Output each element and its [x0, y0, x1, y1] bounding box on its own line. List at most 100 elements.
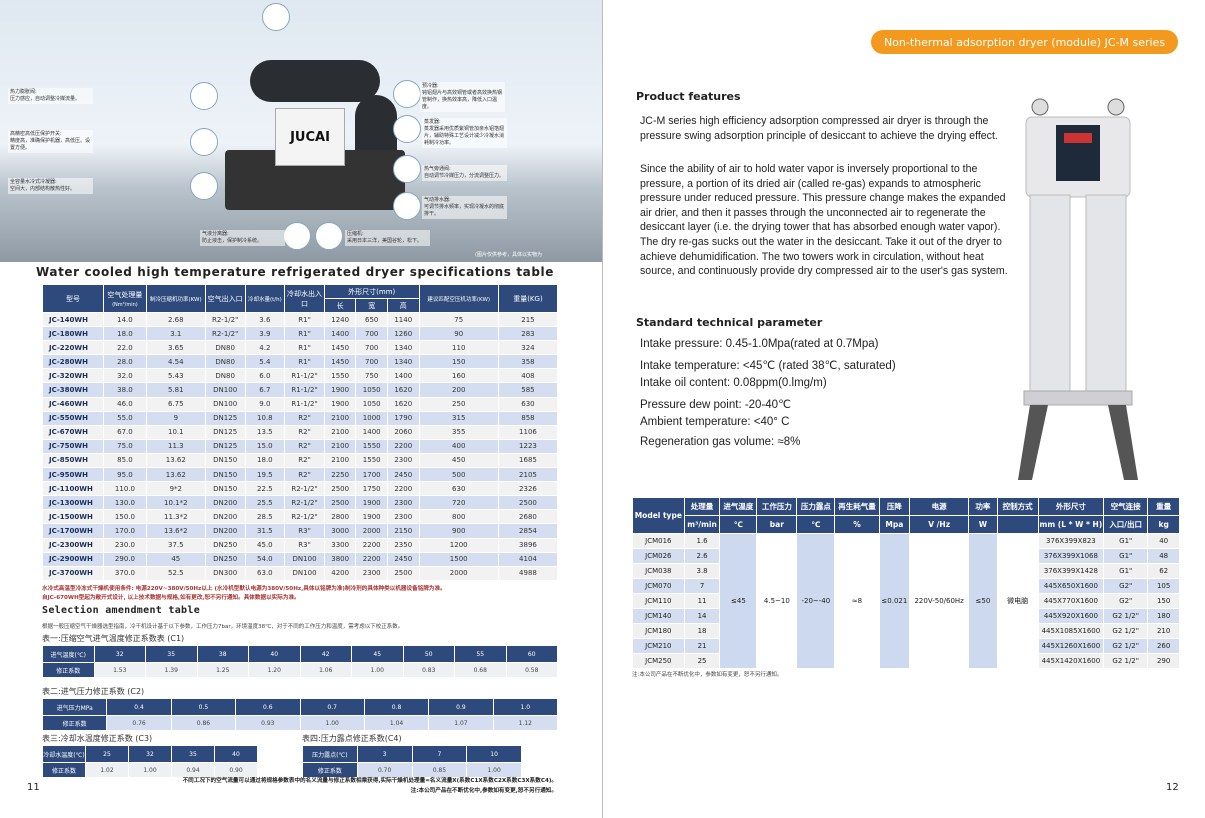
table-row: JCM180 18 445X1085X1600 G2 1/2" 210 — [632, 623, 1180, 639]
col-unit: 入口/出口 — [1103, 515, 1149, 534]
spec-cell: 355 — [418, 424, 499, 440]
drain-icon — [393, 192, 421, 220]
col-unit — [996, 515, 1039, 534]
header-cell: 32 — [128, 745, 172, 763]
spec-cell: 3.65 — [145, 340, 206, 356]
spec-row: JC-670WH 67.0 10.1 DN125 13.5 R2" 2100 1400 2060… — [41, 424, 559, 440]
spec-cell: JC-1300WH — [41, 495, 105, 511]
spec-cell: 2060 — [386, 424, 420, 440]
features-title: Product features — [636, 90, 741, 103]
switch-icon — [190, 128, 218, 156]
table-cell: G2 1/2" — [1103, 653, 1149, 669]
header-cell: 10 — [466, 745, 522, 763]
spec-row: JC-380WH 38.0 5.81 DN100 6.7 R1-1/2" 1900 1050 1… — [41, 382, 559, 398]
header-cell: 0.6 — [235, 698, 301, 716]
value-cell: 0.83 — [402, 662, 455, 678]
header-cell: 50 — [402, 645, 455, 663]
table-cell: 376X399X1068 — [1037, 548, 1105, 564]
table-cell: 210 — [1147, 623, 1180, 639]
table-cell: 445X1085X1600 — [1037, 623, 1105, 639]
spec-cell: 1200 — [418, 537, 499, 553]
col-unit: bar — [756, 515, 798, 534]
spec-cell: 630 — [497, 396, 559, 412]
row-label: 修正系数 — [42, 662, 95, 678]
spec-cell: 3000 — [323, 523, 357, 539]
spec-row: JC-950WH 95.0 13.62 DN150 19.5 R2" 2250 1700 245… — [41, 467, 559, 483]
col-port: 空气出入口 — [204, 284, 246, 313]
shared-cell: ≈8 — [834, 533, 880, 669]
spec-cell: 3300 — [323, 537, 357, 553]
col-unit: V /Hz — [909, 515, 970, 534]
header-cell: 35 — [171, 745, 215, 763]
table-row: JCM140 14 445X920X1600 G2 1/2" 180 — [632, 608, 1180, 624]
spec-cell: R1" — [284, 311, 325, 328]
flow-cell: 2.6 — [683, 548, 721, 564]
value-cell: 1.07 — [428, 715, 494, 731]
col-water-port: 冷却水出入口 — [284, 284, 325, 313]
value-cell: 0.94 — [171, 762, 215, 778]
shared-cell: -20~-40 — [796, 533, 836, 669]
flow-cell: 18 — [683, 623, 721, 639]
table-cell: G2 1/2" — [1103, 608, 1149, 624]
spec-cell: 900 — [418, 523, 499, 539]
model-cell: JCM070 — [632, 578, 685, 594]
spec-cell: 1550 — [323, 368, 357, 384]
header-cell: 55 — [454, 645, 507, 663]
spec-cell: 2300 — [386, 509, 420, 525]
correction-table-c2: 进气压力MPa 0.4 0.5 0.6 0.7 0.8 0.9 1.0 修正系数 0.76 0.86… — [41, 698, 559, 731]
spec-cell: 1750 — [355, 481, 388, 497]
spec-cell: 324 — [497, 340, 559, 356]
spec-cell: DN300 — [204, 565, 246, 581]
spec-cell: DN80 — [204, 354, 246, 370]
correction-table-c1: 进气温度(℃) 32 35 38 40 42 45 50 55 60 修正系数 1.53 1.39 1.2… — [42, 645, 558, 678]
flow-cell: 11 — [683, 593, 721, 609]
header-cell: 60 — [505, 645, 558, 663]
spec-cell: 5.4 — [244, 354, 286, 370]
spec-cell: 52.5 — [145, 565, 206, 581]
col-compressor: 建议匹配空压机功率(KW) — [418, 284, 499, 313]
param-line: Pressure dew point: -20-40℃ — [640, 398, 791, 411]
value-cell: 0.86 — [170, 715, 237, 731]
table-cell: 376X399X1428 — [1037, 563, 1105, 579]
spec-cell: 2200 — [355, 551, 388, 567]
spec-cell: JC-850WH — [41, 452, 105, 469]
model-cell: JCM250 — [632, 653, 685, 669]
spec-cell: 90 — [418, 326, 499, 342]
spec-cell: 2854 — [497, 523, 559, 539]
spec-cell: 2100 — [323, 438, 357, 454]
brand-logo: JUCAI — [275, 108, 345, 166]
spec-cell: 3.1 — [145, 326, 206, 342]
row-label: 冷却水温度(℃) — [42, 745, 86, 763]
spec-cell: 2000 — [355, 523, 388, 539]
spec-row: JC-1500WH 150.0 11.3*2 DN200 28.5 R2-1/2" 2800… — [41, 509, 559, 525]
header-cell: 42 — [299, 645, 352, 663]
spec-row: JC-280WH 28.0 4.54 DN80 5.4 R1" 1450 700 1340 150… — [41, 354, 559, 370]
spec-cell: 5.81 — [145, 382, 206, 398]
header-cell: 45 — [351, 645, 404, 663]
spec-cell: 2150 — [386, 523, 420, 539]
row-label: 修正系数 — [302, 762, 358, 778]
spec-cell: 200 — [418, 382, 499, 398]
spec-cell: 2450 — [386, 467, 420, 483]
spec-cell: 800 — [418, 509, 499, 525]
header-cell: 38 — [196, 645, 249, 663]
param-line: Intake oil content: 0.08ppm(0.lmg/m) — [640, 377, 827, 390]
spec-cell: R2" — [284, 410, 325, 426]
spec-cell: 2450 — [386, 551, 420, 567]
col-header: 工作压力 — [756, 497, 798, 516]
spec-cell: 3896 — [497, 537, 559, 553]
spec-cell: JC-280WH — [41, 354, 105, 370]
table-cell: 290 — [1147, 653, 1180, 669]
spec-cell: 4104 — [497, 551, 559, 567]
header-cell: 0.5 — [170, 698, 237, 716]
table-row: JCM250 25 445X1420X1600 G2 1/2" 290 — [632, 653, 1180, 669]
spec-cell: 13.62 — [145, 467, 206, 483]
spec-cell: 130.0 — [103, 495, 147, 511]
spec-cell: 450 — [418, 452, 499, 469]
callout-6: 蒸发器: 蒸发器采用优质紫铜管加亲水铝箔翅片，辅助特殊工艺设计减少冷凝水消耗制冷功… — [422, 118, 507, 148]
col-unit: m³/min — [683, 515, 721, 534]
spec-cell: DN200 — [204, 509, 246, 525]
spec-cell: DN250 — [204, 551, 246, 567]
spec-cell: 1260 — [386, 326, 420, 342]
spec-cell: 4.54 — [145, 354, 206, 370]
